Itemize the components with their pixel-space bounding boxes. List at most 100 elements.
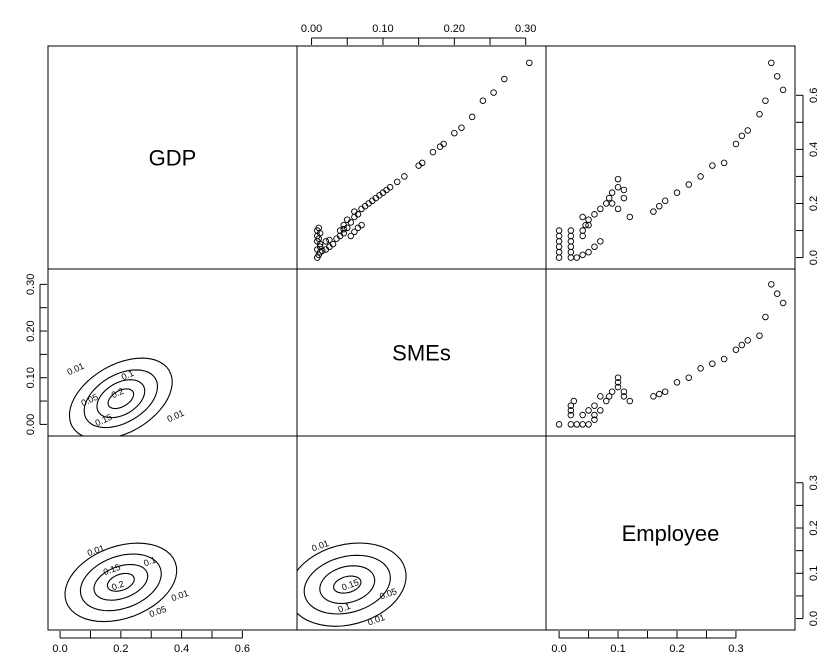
- contour-label: 0.2: [110, 386, 126, 400]
- scatter-point: [685, 374, 693, 381]
- scatter-point: [650, 393, 657, 400]
- scatter-point: [608, 388, 616, 395]
- scatter-point: [738, 132, 746, 140]
- scatter-point: [585, 248, 592, 256]
- contour-label: 0.1: [120, 368, 136, 382]
- scatter-point: [620, 194, 628, 202]
- scatter-point: [429, 148, 437, 156]
- scatter-point: [614, 374, 622, 381]
- tick-label: 0.3: [808, 475, 820, 490]
- scatter-point: [555, 232, 563, 240]
- scatter-point: [732, 140, 740, 148]
- scatter-point: [579, 227, 586, 234]
- scatter-point: [458, 124, 465, 131]
- tick-label: 0.10: [372, 23, 393, 35]
- scatter-point: [605, 194, 613, 202]
- tick-label: 0.00: [301, 23, 322, 35]
- scatter-point: [744, 337, 751, 344]
- scatter-point: [656, 390, 663, 398]
- scatter-point: [555, 248, 563, 256]
- contour-line: [64, 542, 178, 623]
- scatter-point: [756, 110, 763, 118]
- scatter-point: [579, 411, 586, 419]
- tick-label: 0.2: [808, 196, 820, 211]
- scatter-point: [762, 313, 769, 321]
- scatter-point: [650, 208, 657, 215]
- scatter-point: [697, 365, 704, 372]
- scatter-point: [591, 416, 598, 423]
- scatter-point: [656, 202, 663, 210]
- scatter-point: [322, 238, 330, 245]
- scatter-point: [732, 346, 740, 353]
- scatter-point: [661, 197, 669, 205]
- scatter-point: [591, 243, 598, 251]
- scatter-point: [386, 184, 394, 191]
- scatter-point: [316, 240, 324, 248]
- scatter-point: [773, 290, 781, 297]
- contour-line: [68, 357, 173, 436]
- contour-line: [107, 388, 135, 410]
- variable-label: Employee: [622, 521, 720, 546]
- contour-line: [333, 575, 362, 594]
- scatter-point: [620, 388, 628, 395]
- tick-label: 0.0: [551, 643, 566, 655]
- variable-label: GDP: [149, 146, 197, 171]
- scatter-point: [614, 175, 622, 183]
- tick-label: 0.0: [808, 250, 820, 265]
- tick-label: 0.00: [25, 414, 37, 435]
- scatter-point: [555, 254, 563, 261]
- scatter-point: [573, 254, 581, 261]
- scatter-point: [358, 221, 365, 229]
- scatter-point: [329, 240, 337, 248]
- tick-label: 0.3: [728, 643, 743, 655]
- scatter-point: [597, 205, 604, 213]
- scatter-point: [608, 200, 616, 207]
- scatter-point: [773, 73, 781, 80]
- panel-border: [296, 45, 547, 270]
- scatter-point: [585, 421, 592, 428]
- scatter-point: [614, 205, 622, 213]
- panel-border: [545, 45, 796, 270]
- scatter-point: [602, 200, 610, 207]
- contour-line: [96, 379, 146, 419]
- scatter-point: [768, 281, 775, 288]
- scatter-point: [709, 360, 716, 367]
- scatter-point: [567, 238, 575, 245]
- scatter-point: [697, 173, 704, 180]
- scatter-point: [579, 251, 586, 259]
- contour-line: [319, 565, 376, 604]
- contour-label: 0.2: [110, 579, 125, 593]
- scatter-point: [720, 355, 728, 363]
- scatter-point: [779, 86, 787, 94]
- scatter-point: [479, 97, 487, 104]
- contour-label: 0.01: [366, 612, 386, 627]
- scatter-point: [768, 59, 775, 67]
- scatter-point: [567, 407, 575, 414]
- panel-border: [296, 435, 547, 631]
- contour-label: 0.01: [86, 543, 106, 558]
- scatter-point: [608, 189, 616, 196]
- panel-border: [545, 435, 796, 631]
- contour-group: [68, 357, 173, 436]
- scatter-point: [744, 127, 751, 134]
- contour-label: 0.05: [378, 586, 398, 601]
- panel-border: [545, 268, 796, 437]
- scatter-point: [570, 397, 578, 405]
- contour-line: [303, 554, 391, 615]
- scatter-point: [597, 238, 604, 245]
- tick-label: 0.4: [808, 142, 820, 157]
- scatter-point: [605, 393, 613, 400]
- variable-label: SMEs: [392, 341, 451, 366]
- tick-label: 0.1: [808, 566, 820, 581]
- scatter-point: [614, 383, 622, 391]
- contour-label: 0.01: [66, 361, 86, 377]
- contour-group: [64, 542, 178, 623]
- scatter-point: [779, 299, 787, 307]
- scatter-point: [347, 232, 355, 240]
- scatter-point: [738, 341, 746, 349]
- scatter-point: [418, 159, 426, 167]
- scatter-point: [555, 243, 563, 251]
- scatter-point: [555, 238, 563, 245]
- scatter-point: [579, 421, 586, 428]
- contour-group: [297, 542, 407, 627]
